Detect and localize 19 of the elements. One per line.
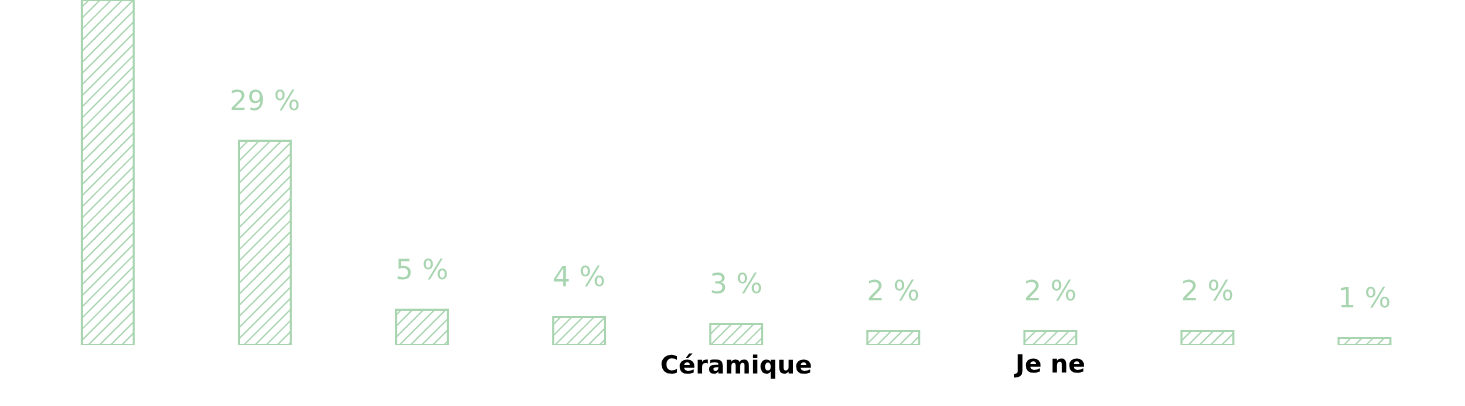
bar [237,139,292,346]
data-label: 4 % [553,265,604,287]
bar [80,0,135,346]
data-label: 2 % [1182,279,1233,301]
bar [395,308,449,346]
bar [709,322,764,346]
bar [1337,337,1392,346]
data-label: 2 % [1025,279,1076,301]
bar [1180,329,1235,346]
bar [552,315,607,346]
data-label: 5 % [397,258,447,280]
data-label: 29 % [231,89,299,111]
x-tick-label: Céramique [661,353,811,379]
bar [866,329,921,346]
bar [1023,329,1078,346]
data-label: 2 % [868,279,919,301]
x-tick-label: Je ne [1014,354,1084,378]
data-label: 3 % [711,272,762,294]
data-label: 1 % [1341,286,1390,308]
